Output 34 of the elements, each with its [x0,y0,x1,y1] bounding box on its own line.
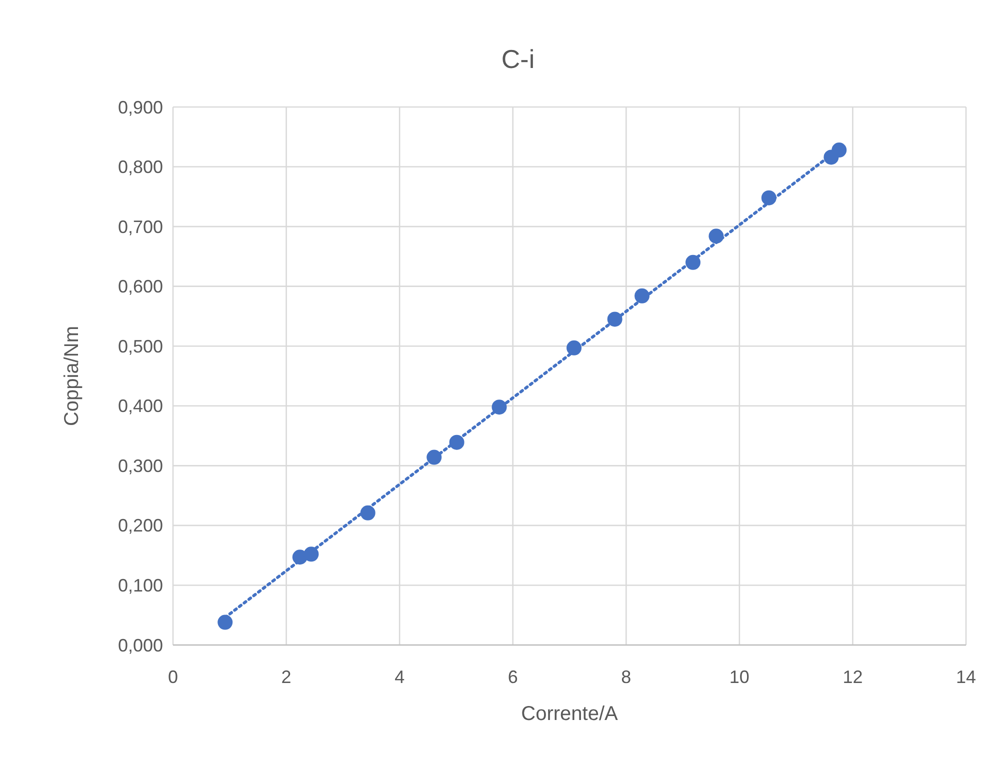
y-tick-label: 0,700 [118,216,163,237]
y-axis-title: Coppia/Nm [61,326,83,426]
x-tick-label: 0 [168,667,178,687]
y-tick-label: 0,000 [118,635,163,656]
y-tick-label: 0,900 [118,97,163,118]
y-tick-label: 0,500 [118,336,163,356]
point [761,190,776,206]
y-tick-label: 0,400 [118,396,163,416]
x-tick-label: 14 [956,667,976,687]
point [607,312,622,327]
y-tick-label: 0,200 [118,516,163,536]
x-tick-label: 2 [281,667,292,687]
point [492,400,507,415]
y-tick-label: 0,800 [118,157,163,178]
point [566,340,582,356]
x-tick-label: 8 [621,667,632,687]
point [708,228,724,244]
point [634,288,650,304]
point [304,546,319,562]
point [360,505,376,520]
point [426,450,442,465]
x-axis-title: Corrente/A [521,703,619,725]
point [832,142,847,158]
x-tick-label: 6 [508,667,518,687]
point [449,434,464,450]
y-tick-label: 0,600 [118,276,163,297]
y-tick-label: 0,100 [118,576,163,596]
x-tick-label: 4 [394,667,405,687]
chart-title: C-i [501,44,535,74]
x-tick-label: 10 [729,667,750,687]
point [218,614,233,630]
y-tick-label: 0,300 [118,456,163,476]
point [685,254,700,270]
x-tick-label: 12 [842,667,863,687]
